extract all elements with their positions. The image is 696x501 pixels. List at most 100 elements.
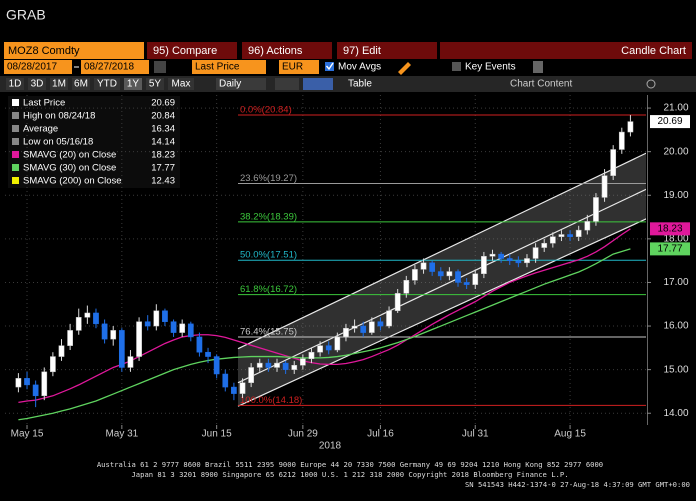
x-tick-label: Jul 31: [462, 429, 489, 440]
legend-marker: [12, 125, 19, 132]
legend-marker: [12, 138, 19, 145]
period-button[interactable]: [168, 78, 194, 90]
chart-type-bar[interactable]: [440, 42, 692, 59]
channel-line: [237, 218, 646, 407]
candle-body: [515, 260, 522, 264]
candle-body: [75, 317, 82, 331]
fib-label: 61.8%(16.72): [240, 284, 297, 295]
y-tick-label: 17.00: [663, 277, 688, 288]
chart-style-button[interactable]: [275, 78, 299, 90]
y-tick-label: 21.00: [663, 103, 688, 114]
legend-marker: [12, 177, 19, 184]
candle-body: [291, 365, 298, 370]
candle-body: [282, 362, 289, 370]
end-date-field[interactable]: [81, 60, 149, 74]
legend-box: [8, 96, 180, 188]
pencil-icon[interactable]: [398, 62, 411, 75]
settings-icon[interactable]: [646, 79, 656, 89]
field: Last Price: [195, 62, 240, 73]
key-events: Key Events: [465, 62, 516, 73]
candle-body: [394, 293, 401, 312]
legend-value: 16.34: [151, 124, 175, 135]
candle-body: [222, 373, 229, 388]
frequency: Daily: [219, 79, 241, 90]
chart-type: Candle Chart: [621, 45, 686, 57]
table-button[interactable]: Table: [348, 79, 372, 90]
key-events-icon[interactable]: [533, 61, 543, 73]
line-style-button[interactable]: [303, 78, 333, 90]
candle-body: [308, 351, 315, 359]
legend-marker: [12, 112, 19, 119]
toolbar-button[interactable]: [242, 42, 332, 59]
y-tick-label: 19.00: [663, 190, 688, 201]
candle-body: [127, 356, 134, 368]
candle-body: [153, 310, 160, 327]
candle-body: [506, 258, 513, 261]
y-tick-label: 20.00: [663, 146, 688, 157]
mov-avgs: Mov Avgs: [338, 62, 381, 73]
toolbar-button-label: 95) Compare: [153, 45, 217, 57]
field-selector[interactable]: [192, 60, 266, 74]
candle-body: [239, 382, 246, 394]
period-button[interactable]: [146, 78, 164, 90]
legend-marker: [12, 151, 19, 158]
period-label: 3D: [31, 79, 44, 90]
frequency-selector[interactable]: [216, 78, 266, 90]
ticker-field[interactable]: [4, 42, 144, 59]
candle-body: [196, 336, 203, 353]
candle-body: [446, 271, 453, 277]
candle-body: [575, 229, 582, 237]
candle-body: [567, 234, 573, 237]
key-events-checkbox[interactable]: [452, 62, 461, 71]
x-tick-label: Jul 16: [367, 429, 394, 440]
candle-body: [584, 221, 591, 231]
candle-body: [67, 330, 73, 346]
candle-body: [463, 282, 470, 285]
price-axis-line: [647, 95, 648, 425]
candle-body: [325, 345, 332, 351]
y-tick-label: 16.00: [663, 321, 688, 332]
moving-average: [18, 248, 631, 421]
calendar-icon[interactable]: [154, 61, 166, 73]
legend-marker: [12, 99, 19, 106]
candle-body: [472, 273, 479, 285]
sma-tag-label: 17.77: [657, 244, 682, 255]
fib-label: 23.6%(19.27): [240, 173, 297, 184]
toolbar-button[interactable]: [337, 42, 437, 59]
last-price-tag: [650, 115, 690, 129]
period-label: 1M: [52, 79, 66, 90]
candle-body: [162, 310, 168, 322]
y-tick-label: 18.00: [663, 233, 688, 244]
candle-body: [558, 234, 565, 237]
period-button[interactable]: [124, 78, 142, 90]
candle-body: [403, 280, 410, 294]
candle-body: [213, 356, 220, 375]
x-tick-label: May 31: [105, 429, 138, 440]
candle-body: [455, 271, 461, 283]
candle-body: [498, 253, 504, 259]
toolbar-button[interactable]: [147, 42, 237, 59]
chart-content-button[interactable]: Chart Content: [510, 79, 572, 90]
legend-value: 12.43: [151, 176, 175, 187]
candle-body: [187, 323, 194, 338]
period-button[interactable]: [72, 78, 90, 90]
period-button[interactable]: [50, 78, 68, 90]
start-date-field[interactable]: [4, 60, 72, 74]
legend-label: Average: [23, 124, 58, 135]
legend-value: 18.23: [151, 150, 175, 161]
period-button[interactable]: [6, 78, 24, 90]
candle-body: [429, 262, 436, 272]
toolbar-button-label: 97) Edit: [343, 45, 381, 57]
legend-label: Last Price: [23, 98, 65, 109]
candle-body: [179, 323, 186, 333]
currency: EUR: [282, 62, 303, 73]
mov-avgs-checkbox[interactable]: [325, 62, 334, 71]
currency-selector[interactable]: [279, 60, 319, 74]
footer-line: Australia 61 2 9777 8600 Brazil 5511 239…: [97, 460, 603, 469]
candle-body: [93, 312, 99, 325]
period-button[interactable]: [28, 78, 46, 90]
sma-tag-label: 18.23: [657, 223, 682, 234]
candle-body: [351, 325, 358, 329]
period-button[interactable]: [94, 78, 120, 90]
